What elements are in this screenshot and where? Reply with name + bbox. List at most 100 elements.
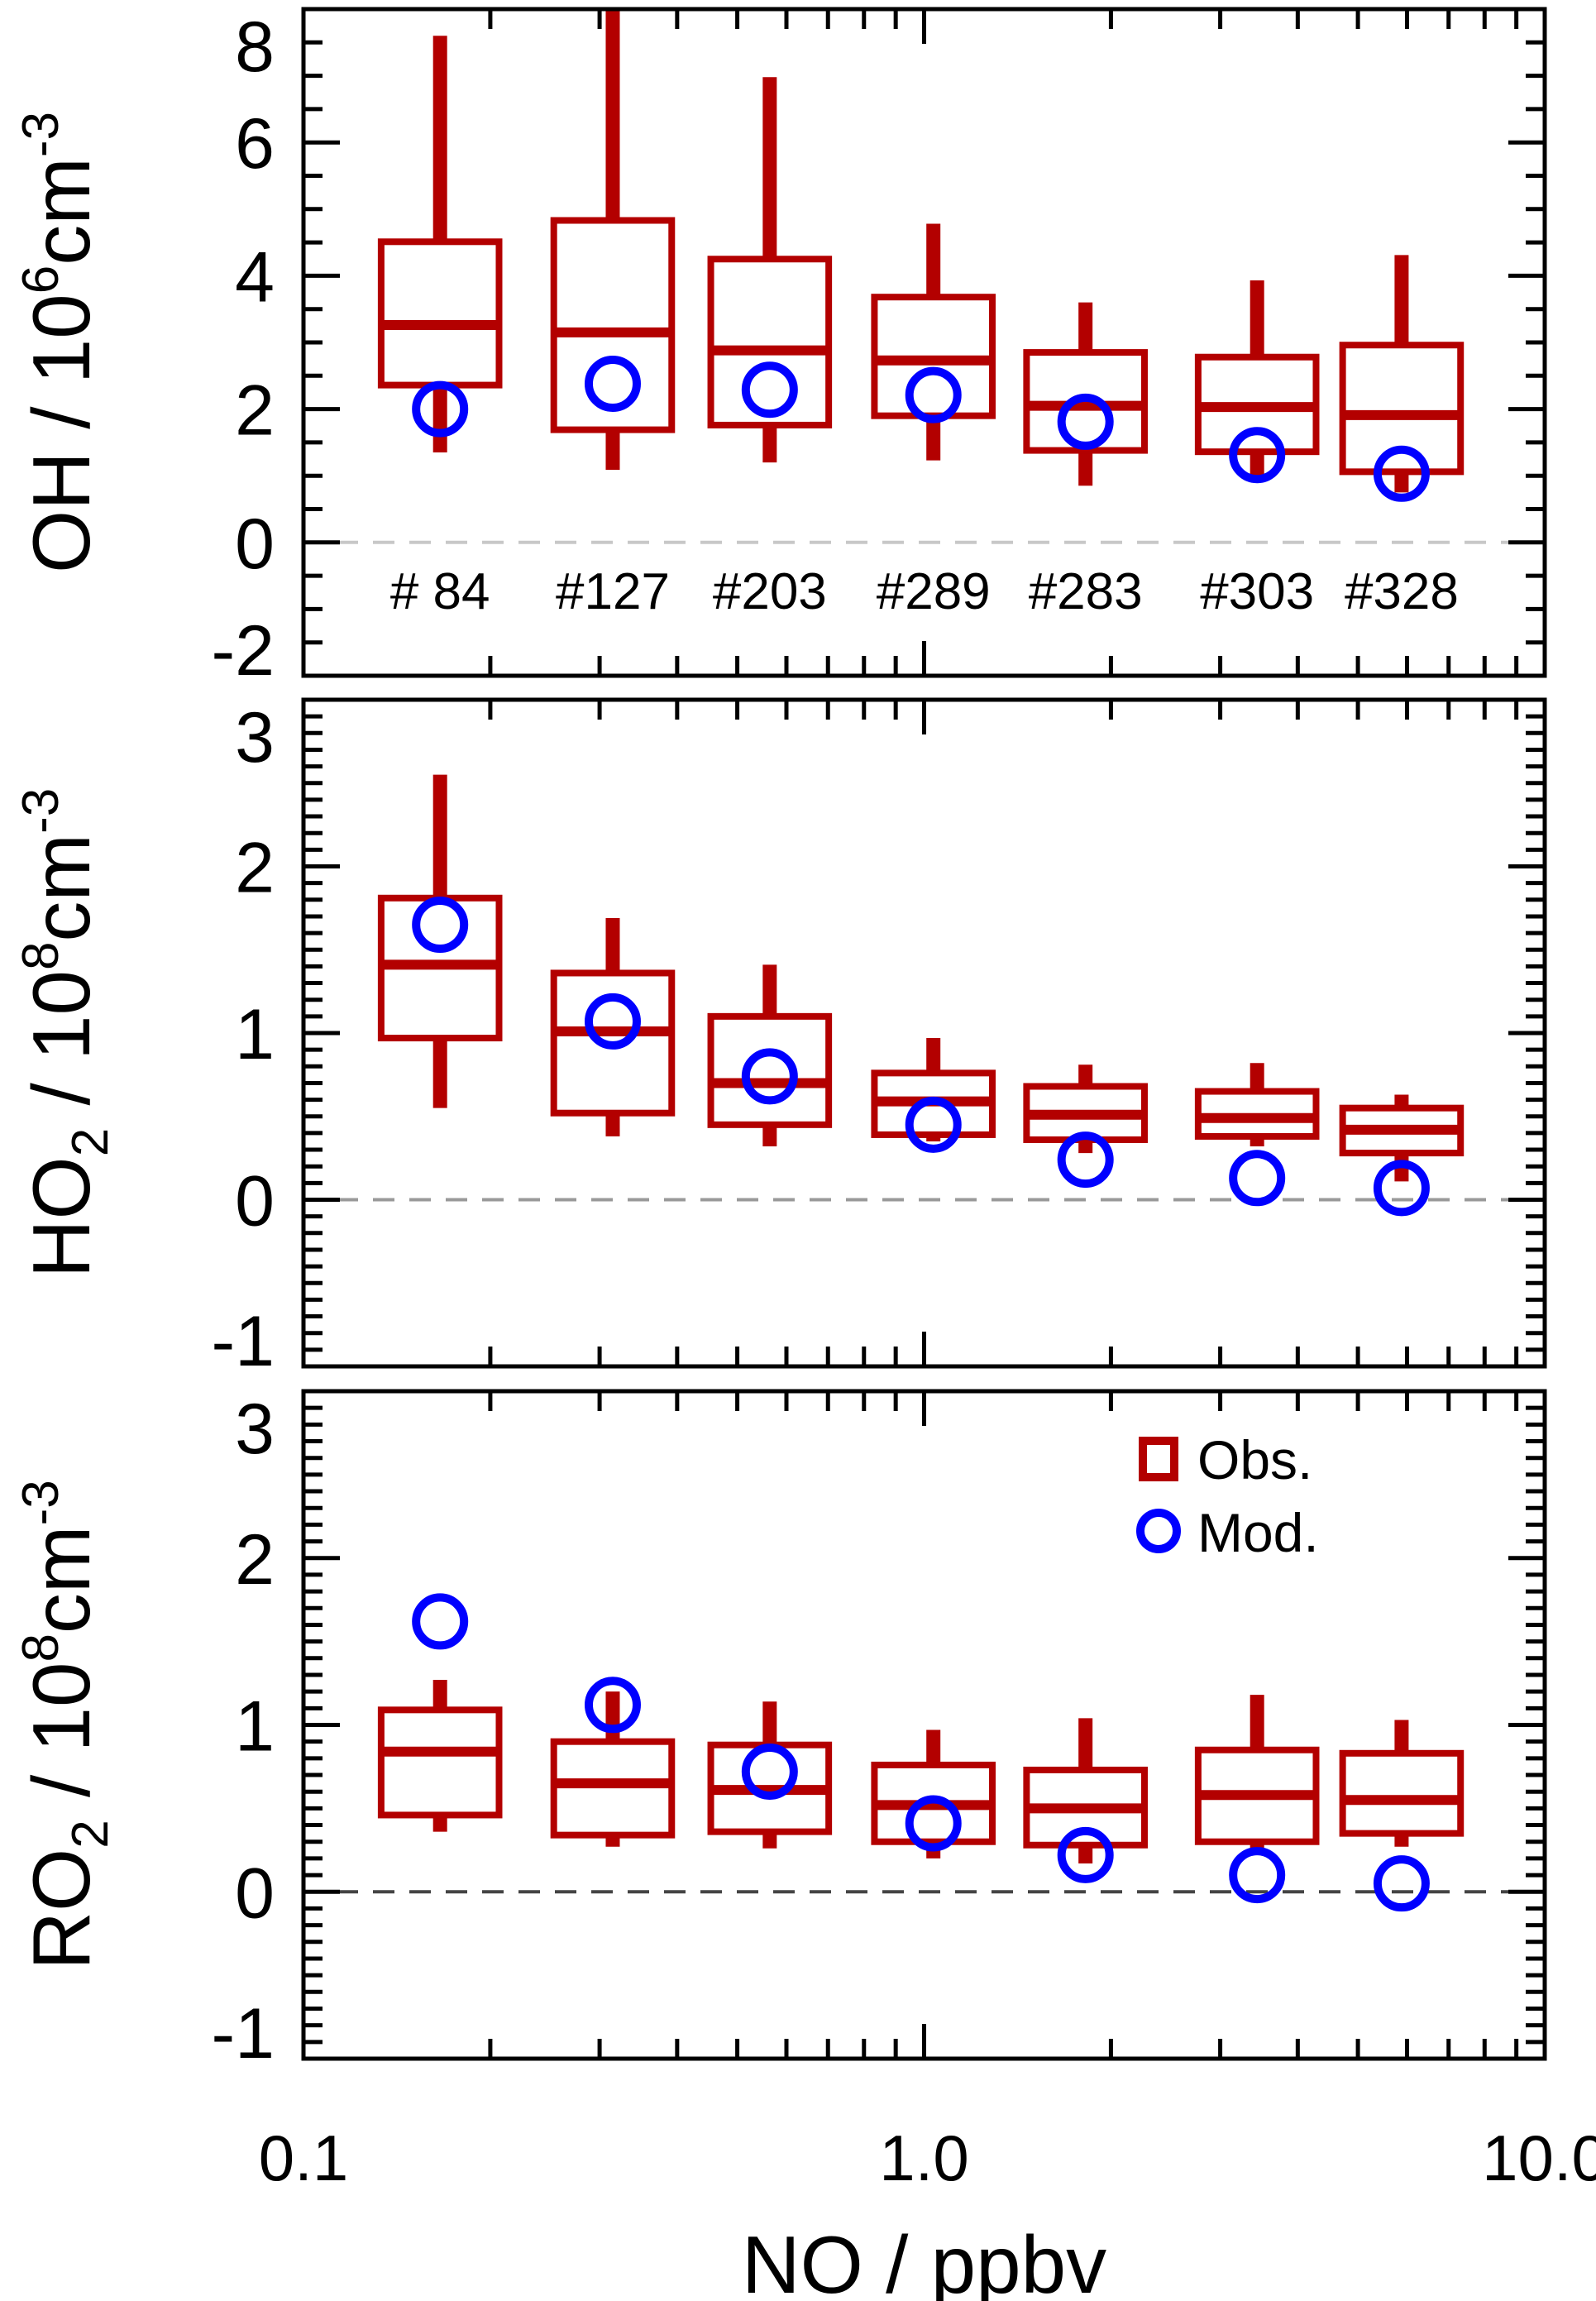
interquartile-box	[707, 256, 833, 428]
interquartile-box	[1339, 1749, 1465, 1837]
y-tick-label: 4	[235, 237, 275, 317]
obs-box-0	[377, 774, 503, 1108]
obs-box-2	[707, 77, 833, 463]
sample-count-label: #127	[556, 563, 670, 620]
obs-box-1	[550, 9, 676, 470]
legend-mod-label: Mod.	[1197, 1502, 1319, 1563]
x-tick-label: 1.0	[879, 2122, 968, 2194]
model-point-6	[1373, 445, 1430, 502]
y-tick-label: 3	[235, 1390, 275, 1469]
y-axis-title: RO2 / 108cm-3	[12, 1480, 119, 1969]
model-point-3	[905, 1096, 962, 1153]
sample-count-label: #283	[1029, 563, 1143, 620]
obs-box-1	[550, 1691, 676, 1847]
y-title-superscript: 6	[12, 266, 69, 294]
y-tick-label: 1	[235, 1687, 275, 1767]
obs-box-0	[377, 1680, 503, 1832]
obs-box-4	[1023, 1718, 1148, 1863]
y-title-superscript: -3	[12, 112, 69, 157]
model-point-6	[1373, 1160, 1430, 1217]
y-tick-label: 6	[235, 104, 275, 184]
legend-obs-swatch	[1139, 1437, 1178, 1481]
sample-count-label: #303	[1200, 563, 1314, 620]
legend-obs-label: Obs.	[1197, 1429, 1312, 1490]
y-tick-label: 0	[235, 1854, 275, 1933]
model-point-3	[905, 1795, 962, 1852]
x-tick-label: 10.0	[1482, 2122, 1596, 2194]
y-axis-title: HO2 / 108cm-3	[12, 788, 119, 1278]
sample-count-label: # 84	[390, 563, 490, 620]
model-point-2	[741, 361, 798, 419]
y-title-text: / 10	[16, 1662, 107, 1820]
model-point-2	[741, 1048, 798, 1105]
model-point-1	[584, 355, 641, 412]
model-point-1	[584, 1677, 641, 1734]
panel-ro2: -1 0 1 2 3 RO2 / 108cm-3 Obs. Mod. 0.1 1.0 10.0 NO …	[12, 1389, 1596, 2301]
obs-box-3	[871, 1038, 996, 1141]
y-title-text: RO	[16, 1849, 107, 1970]
sample-count-label: #328	[1345, 563, 1459, 620]
model-point-4	[1057, 1131, 1114, 1189]
model-point-1	[584, 993, 641, 1050]
obs-box-2	[707, 1701, 833, 1849]
obs-box-6	[1339, 1720, 1465, 1847]
interquartile-box	[707, 1012, 833, 1128]
interquartile-box	[550, 969, 676, 1117]
model-point-3	[905, 366, 962, 423]
x-tick-label: 0.1	[259, 2122, 348, 2194]
y-tick-label: 8	[235, 7, 275, 87]
y-tick-label: 0	[235, 1162, 275, 1241]
y-title-text: cm	[16, 1525, 107, 1634]
obs-box-1	[550, 917, 676, 1136]
legend-mod-swatch	[1136, 1509, 1181, 1553]
y-tick-label: -1	[212, 1302, 275, 1381]
model-point-5	[1229, 1150, 1286, 1207]
y-tick-label: 2	[235, 829, 275, 908]
plot-frame	[301, 1389, 1547, 2061]
interquartile-box	[377, 238, 503, 389]
obs-box-5	[1194, 1063, 1320, 1147]
y-title-text: OH / 10	[16, 294, 107, 573]
y-tick-label: 3	[235, 698, 275, 777]
obs-box-5	[1194, 1695, 1320, 1852]
obs-box-6	[1339, 1094, 1465, 1182]
model-point-0	[412, 380, 469, 438]
model-point-4	[1057, 1826, 1114, 1883]
y-title-subscript: 2	[62, 1128, 119, 1156]
y-tick-label: -1	[212, 1994, 275, 2074]
obs-box-2	[707, 964, 833, 1147]
y-title-text: / 10	[16, 970, 107, 1128]
y-title-text: cm	[16, 157, 107, 266]
interquartile-box	[377, 1706, 503, 1819]
obs-box-3	[871, 223, 996, 461]
panel-ho2: -1 0 1 2 3 HO2 / 108cm-3	[12, 697, 1547, 1381]
plot-frame	[301, 697, 1547, 1369]
model-point-4	[1057, 393, 1114, 450]
legend: Obs. Mod.	[1136, 1429, 1319, 1563]
y-title-superscript: 8	[12, 942, 69, 970]
model-point-6	[1373, 1855, 1430, 1912]
y-axis-title: OH / 106cm-3	[12, 112, 107, 573]
y-tick-label: -2	[212, 611, 275, 691]
y-title-text: HO	[16, 1156, 107, 1278]
interquartile-box	[550, 217, 676, 433]
y-tick-label: 1	[235, 995, 275, 1074]
model-point-5	[1229, 1847, 1286, 1904]
obs-box-5	[1194, 280, 1320, 476]
model-point-2	[741, 1743, 798, 1800]
model-point-0	[412, 897, 469, 954]
obs-box-3	[871, 1729, 996, 1858]
model-point-0	[412, 1593, 469, 1650]
y-tick-label: 2	[235, 1520, 275, 1600]
obs-box-0	[377, 36, 503, 452]
model-point-5	[1229, 427, 1286, 484]
interquartile-box	[1339, 342, 1465, 476]
y-title-text: cm	[16, 834, 107, 942]
x-axis-title: NO / ppbv	[742, 2219, 1106, 2301]
y-title-superscript: -3	[12, 1480, 69, 1525]
sample-count-label: #289	[877, 563, 991, 620]
y-tick-label: 2	[235, 371, 275, 451]
interquartile-box	[550, 1738, 676, 1839]
